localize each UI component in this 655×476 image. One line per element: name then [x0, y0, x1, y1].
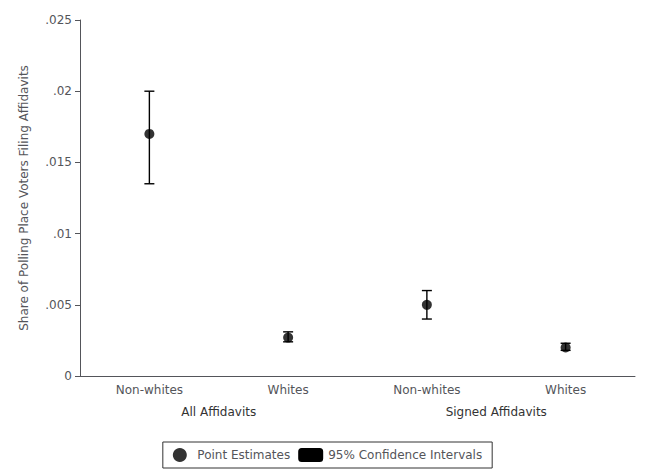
- svg-text:.005: .005: [45, 298, 72, 312]
- svg-text:.025: .025: [45, 13, 72, 27]
- svg-text:95% Confidence Intervals: 95% Confidence Intervals: [328, 448, 482, 462]
- svg-text:Non-whites: Non-whites: [393, 383, 460, 397]
- svg-text:Share of Polling Place Voters: Share of Polling Place Voters Filing Aff…: [17, 65, 31, 331]
- svg-text:.02: .02: [53, 84, 72, 98]
- svg-text:0: 0: [64, 369, 72, 383]
- svg-text:Whites: Whites: [268, 383, 309, 397]
- svg-text:Signed Affidavits: Signed Affidavits: [446, 405, 547, 419]
- svg-text:Whites: Whites: [545, 383, 586, 397]
- svg-text:Non-whites: Non-whites: [116, 383, 183, 397]
- svg-text:Point Estimates: Point Estimates: [197, 448, 290, 462]
- svg-text:.015: .015: [45, 155, 72, 169]
- svg-text:All Affidavits: All Affidavits: [181, 405, 256, 419]
- svg-text:.01: .01: [53, 227, 72, 241]
